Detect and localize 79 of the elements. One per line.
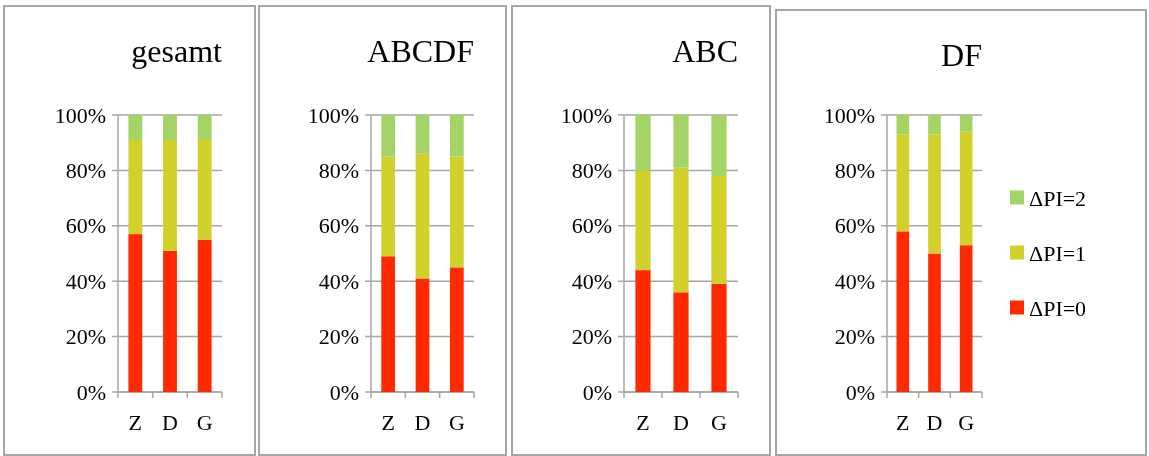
chart-title: ABCDF — [367, 33, 474, 69]
bar — [711, 175, 727, 284]
x-tick-label: Z — [128, 410, 143, 435]
x-tick-label: D — [162, 410, 178, 435]
x-tick-label: G — [958, 410, 975, 435]
y-tick-label: 100% — [560, 102, 612, 128]
bar — [415, 153, 430, 279]
x-tick-label: Z — [636, 410, 650, 435]
y-tick-label: 80% — [571, 157, 612, 183]
bar — [673, 115, 689, 168]
bar — [415, 115, 430, 154]
bar — [381, 115, 396, 157]
y-tick-label: 40% — [318, 268, 359, 294]
chart-title: gesamt — [131, 33, 223, 69]
bar — [959, 115, 973, 132]
y-tick-label: 20% — [318, 324, 359, 350]
chart-title: DF — [941, 37, 982, 73]
x-tick-label: Z — [896, 410, 910, 435]
y-tick-label: 80% — [318, 157, 359, 183]
y-tick-label: 20% — [571, 324, 612, 350]
bar — [381, 256, 396, 392]
x-tick-label: G — [711, 410, 728, 435]
y-tick-label: 100% — [823, 102, 875, 128]
bar — [896, 115, 910, 135]
y-tick-label: 100% — [307, 102, 359, 128]
bar — [673, 292, 689, 392]
bar — [163, 250, 177, 392]
y-tick-label: 0% — [76, 379, 106, 405]
legend-label: ΔPI=2 — [1029, 186, 1087, 212]
bar — [449, 267, 464, 392]
bar — [711, 283, 727, 392]
bar — [928, 134, 941, 254]
bar — [415, 278, 430, 392]
bar — [635, 170, 651, 271]
x-tick-label: G — [448, 410, 465, 435]
y-tick-label: 80% — [834, 157, 875, 183]
y-tick-label: 40% — [834, 268, 875, 294]
x-tick-label: G — [196, 410, 213, 435]
bar — [128, 139, 143, 235]
y-tick-label: 60% — [834, 213, 875, 239]
bar — [928, 253, 941, 392]
bar — [128, 234, 143, 392]
bar — [896, 231, 910, 392]
y-tick-label: 60% — [318, 213, 359, 239]
bar — [928, 115, 941, 135]
y-tick-label: 20% — [65, 324, 106, 350]
bar — [449, 156, 464, 268]
bar — [197, 115, 212, 140]
chart-title: ABC — [672, 33, 738, 69]
y-tick-label: 40% — [571, 268, 612, 294]
y-tick-label: 0% — [845, 379, 875, 405]
bar — [959, 245, 973, 392]
legend-label: ΔPI=0 — [1029, 296, 1087, 322]
bar — [163, 115, 177, 140]
bar — [673, 167, 689, 293]
bar — [959, 131, 973, 246]
x-tick-label: D — [926, 410, 943, 435]
bar — [163, 139, 177, 251]
bar — [381, 156, 396, 257]
y-tick-label: 0% — [582, 379, 612, 405]
y-tick-label: 60% — [65, 213, 106, 239]
x-tick-label: Z — [381, 410, 395, 435]
bar — [128, 115, 143, 140]
x-tick-label: D — [414, 410, 431, 435]
y-tick-label: 100% — [54, 102, 106, 128]
bar — [711, 115, 727, 176]
legend-label: ΔPI=1 — [1029, 241, 1087, 267]
y-tick-label: 0% — [329, 379, 359, 405]
bar — [197, 139, 212, 240]
y-tick-label: 80% — [65, 157, 106, 183]
y-tick-label: 40% — [65, 268, 106, 294]
bar — [197, 239, 212, 392]
bar — [896, 134, 910, 232]
x-tick-label: D — [673, 410, 689, 435]
bar — [635, 270, 651, 392]
y-tick-label: 60% — [571, 213, 612, 239]
bar — [635, 115, 651, 171]
y-tick-label: 20% — [834, 324, 875, 350]
bar — [449, 115, 464, 157]
